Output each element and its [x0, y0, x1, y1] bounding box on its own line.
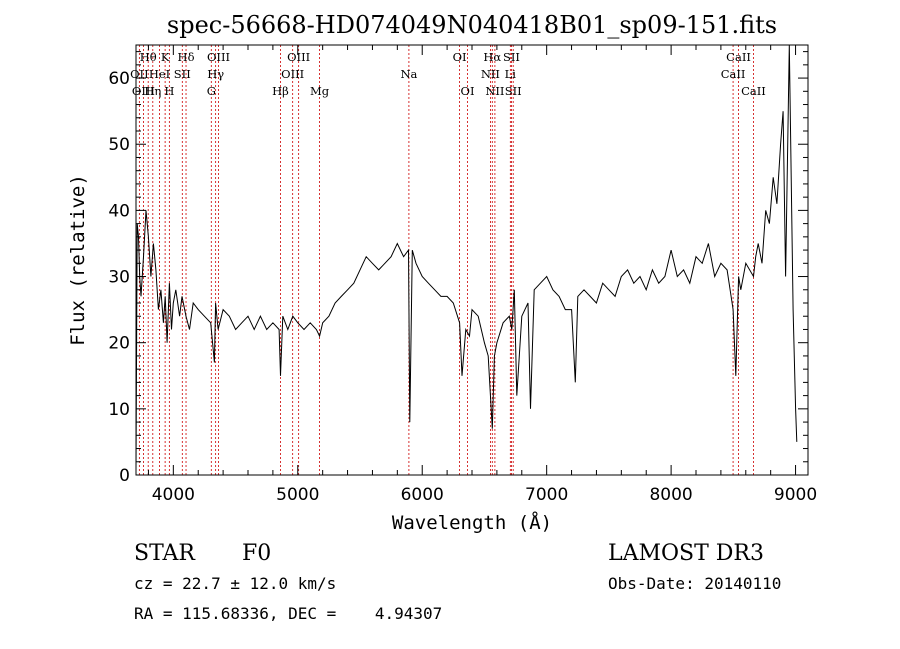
- sky-coordinates: RA = 115.68336, DEC = 4.94307: [134, 604, 442, 623]
- y-axis-ticks: 0 10 20 30 40 50 60: [108, 51, 808, 486]
- x-axis-label: Wavelength (Å): [392, 511, 552, 534]
- emission-line-label: OIII: [281, 67, 304, 81]
- x-tick-label: 7000: [525, 485, 568, 505]
- emission-line-label: NII: [485, 84, 504, 98]
- emission-line-label: OI: [453, 50, 467, 64]
- spectrum-series-line: [135, 44, 798, 469]
- emission-line-markers: [138, 45, 754, 475]
- emission-line-label: CaII: [741, 84, 766, 98]
- emission-line-label: Li: [505, 67, 517, 81]
- emission-line-label: SII: [174, 67, 191, 81]
- emission-line-label: OIII: [287, 50, 310, 64]
- emission-line-label: CaII: [721, 67, 746, 81]
- emission-line-label: Hθ: [140, 50, 157, 64]
- emission-line-label: HeI: [149, 67, 170, 81]
- x-tick-label: 6000: [401, 485, 444, 505]
- y-tick-label: 40: [108, 201, 130, 221]
- x-tick-label: 9000: [774, 485, 817, 505]
- y-tick-label: 60: [108, 69, 130, 89]
- emission-line-label: OIII: [207, 50, 230, 64]
- emission-line-label: OI: [461, 84, 475, 98]
- emission-line-label: Hα: [483, 50, 501, 64]
- emission-line-label: OIII: [132, 84, 155, 98]
- y-axis-label: Flux (relative): [67, 174, 89, 346]
- object-class: STAR: [134, 541, 196, 566]
- observation-date: Obs-Date: 20140110: [608, 574, 781, 593]
- y-tick-label: 10: [108, 400, 130, 420]
- redshift-velocity: cz = 22.7 ± 12.0 km/s: [134, 574, 336, 593]
- y-tick-label: 20: [108, 334, 130, 354]
- plot-frame: [135, 44, 809, 476]
- emission-line-label: OII: [130, 67, 149, 81]
- x-tick-label: 5000: [276, 485, 319, 505]
- emission-line-label: SII: [503, 50, 520, 64]
- y-tick-label: 0: [119, 466, 130, 486]
- emission-line-label: K: [161, 50, 170, 64]
- emission-line-label: Na: [400, 67, 417, 81]
- emission-line-label: NII: [481, 67, 500, 81]
- emission-line-label: Hδ: [178, 50, 195, 64]
- survey-name: LAMOST DR3: [608, 541, 764, 566]
- emission-line-label: CaII: [726, 50, 751, 64]
- object-subclass: F0: [242, 541, 271, 566]
- emission-line-label: Hη: [144, 84, 161, 98]
- emission-line-label: G: [207, 84, 216, 98]
- chart-title: spec-56668-HD074049N040418B01_sp09-151.f…: [167, 11, 777, 39]
- emission-line-label: Hγ: [207, 67, 224, 81]
- emission-line-label: Hβ: [272, 84, 289, 98]
- emission-line-label: Mg: [310, 84, 330, 98]
- emission-line-label: SII: [505, 84, 522, 98]
- y-tick-label: 50: [108, 135, 130, 155]
- x-tick-label: 8000: [649, 485, 692, 505]
- x-axis-ticks: 4000 5000 6000 7000 8000 9000: [147, 45, 817, 505]
- emission-line-label: H: [164, 84, 174, 98]
- y-tick-label: 30: [108, 268, 130, 288]
- x-tick-label: 4000: [152, 485, 195, 505]
